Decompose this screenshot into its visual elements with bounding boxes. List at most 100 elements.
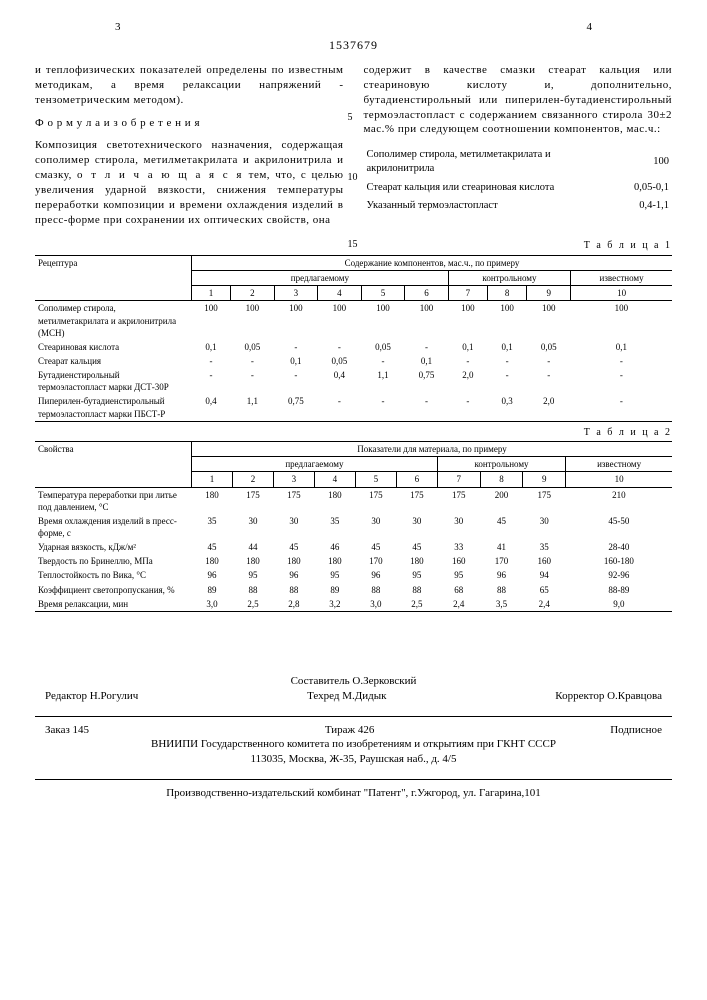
left-p2: Композиция светотехнического назначения,… <box>35 138 344 227</box>
tirage: Тираж 426 <box>325 723 375 738</box>
table-row-label: Стеарат кальция <box>35 354 192 368</box>
table-cell: 210 <box>566 487 672 514</box>
line-marker-5: 5 <box>348 111 353 125</box>
table-cell: 35 <box>314 514 355 540</box>
table-cell: - <box>192 368 231 394</box>
table-cell: 9,0 <box>566 597 672 612</box>
table-cell: 100 <box>361 301 405 340</box>
table-cell: 175 <box>232 487 273 514</box>
table-cell: 35 <box>192 514 233 540</box>
table-cell: 88 <box>355 583 396 597</box>
page-left: 3 <box>115 20 121 35</box>
table-cell: - <box>488 368 527 394</box>
address: 113035, Москва, Ж-35, Раушская наб., д. … <box>35 752 672 767</box>
line-marker-15: 15 <box>348 238 358 252</box>
table-cell: 3,5 <box>480 597 523 612</box>
page-right: 4 <box>587 20 593 35</box>
table-cell: 88-89 <box>566 583 672 597</box>
table-cell: 45-50 <box>566 514 672 540</box>
table-cell: - <box>361 394 405 421</box>
order-num: Заказ 145 <box>45 723 89 738</box>
table-cell: 0,3 <box>488 394 527 421</box>
organization: ВНИИПИ Государственного комитета по изоб… <box>35 737 672 752</box>
table-cell: 0,1 <box>571 340 672 354</box>
table-cell: 89 <box>192 583 233 597</box>
table-cell: 175 <box>273 487 314 514</box>
table-cell: - <box>571 368 672 394</box>
table-cell: 100 <box>571 301 672 340</box>
separator-2 <box>35 779 672 780</box>
techred: Техред М.Дидык <box>307 689 386 704</box>
table-row-label: Коэффициент светопропускания, % <box>35 583 192 597</box>
table-cell: - <box>448 394 487 421</box>
table-cell: 0,1 <box>274 354 318 368</box>
table-cell: 180 <box>273 554 314 568</box>
table-cell: 100 <box>274 301 318 340</box>
table-cell: 92-96 <box>566 568 672 582</box>
document-number: 1537679 <box>35 37 672 53</box>
table-cell: 96 <box>480 568 523 582</box>
table-cell: 30 <box>396 514 437 540</box>
compiler: Составитель О.Зерковский <box>35 674 672 689</box>
right-column: 5 10 15 содержит в качестве смазки стеар… <box>364 63 673 235</box>
editor: Редактор Н.Рогулич <box>45 689 138 704</box>
table-cell: 2,0 <box>527 394 571 421</box>
table-cell: - <box>192 354 231 368</box>
table-cell: 100 <box>405 301 449 340</box>
table-cell: 2,8 <box>273 597 314 612</box>
right-p1: содержит в качестве смазки стеарат кальц… <box>364 63 673 137</box>
table-cell: 3,2 <box>314 597 355 612</box>
table-cell: 0,05 <box>361 340 405 354</box>
table-cell: 65 <box>523 583 566 597</box>
table-cell: 30 <box>232 514 273 540</box>
table-cell: - <box>231 354 275 368</box>
table2: Свойства Показатели для материала, по пр… <box>35 441 672 612</box>
table-cell: 2,5 <box>396 597 437 612</box>
table-cell: 95 <box>396 568 437 582</box>
table-cell: 45 <box>192 540 233 554</box>
table-cell: 3,0 <box>192 597 233 612</box>
table-cell: 44 <box>232 540 273 554</box>
table-cell: 88 <box>273 583 314 597</box>
table-cell: 94 <box>523 568 566 582</box>
page-numbers: 3 4 <box>115 20 592 35</box>
table-cell: 95 <box>232 568 273 582</box>
table-cell: 2,4 <box>523 597 566 612</box>
table-cell: 0,05 <box>231 340 275 354</box>
table-cell: 180 <box>192 487 233 514</box>
table-cell: 95 <box>437 568 480 582</box>
table-row-label: Пиперилен-бутадиенстирольный термоэласто… <box>35 394 192 421</box>
table-cell: 0,4 <box>318 368 362 394</box>
table-cell: 96 <box>192 568 233 582</box>
table-cell: 30 <box>355 514 396 540</box>
table-cell: - <box>318 394 362 421</box>
table-cell: 2,0 <box>448 368 487 394</box>
footer-block: Заказ 145 Тираж 426 Подписное ВНИИПИ Гос… <box>35 723 672 801</box>
table-cell: 180 <box>232 554 273 568</box>
line-marker-10: 10 <box>348 171 358 185</box>
table-cell: - <box>448 354 487 368</box>
table-cell: 0,1 <box>488 340 527 354</box>
table-cell: 1,1 <box>231 394 275 421</box>
table-cell: 100 <box>527 301 571 340</box>
table-cell: - <box>405 340 449 354</box>
table-cell: 35 <box>523 540 566 554</box>
table-row-label: Теплостойкость по Вика, °С <box>35 568 192 582</box>
table-cell: 45 <box>396 540 437 554</box>
table-row-label: Время охлаждения изделий в пресс-форме, … <box>35 514 192 540</box>
table-cell: 180 <box>314 487 355 514</box>
table-cell: 30 <box>437 514 480 540</box>
table-cell: - <box>488 354 527 368</box>
table-cell: 170 <box>480 554 523 568</box>
table-cell: 100 <box>448 301 487 340</box>
table-cell: 88 <box>232 583 273 597</box>
body-columns: и теплофизических показателей определены… <box>35 63 672 235</box>
separator <box>35 716 672 717</box>
table-cell: 0,1 <box>448 340 487 354</box>
corrector: Корректор О.Кравцова <box>555 689 662 704</box>
table-cell: 170 <box>355 554 396 568</box>
table-cell: 0,4 <box>192 394 231 421</box>
table-cell: 180 <box>396 554 437 568</box>
table-cell: 46 <box>314 540 355 554</box>
table-cell: 175 <box>396 487 437 514</box>
